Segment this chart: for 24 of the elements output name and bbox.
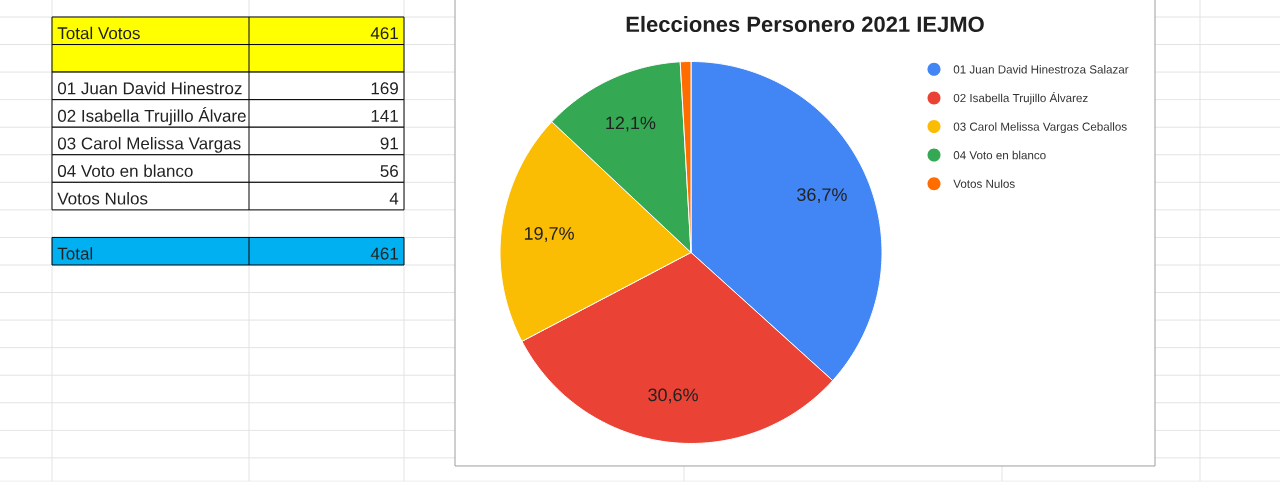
- chart-title: Elecciones Personero 2021 IEJMO: [626, 15, 984, 33]
- category-label: 02 Isabella Trujillo Álvare: [57, 106, 246, 126]
- legend-label: 01 Juan David Hinestroza Salazar: [953, 65, 1129, 74]
- data-label: 461: [370, 27, 398, 40]
- category-label: Total: [57, 247, 93, 260]
- data-label: 169: [371, 82, 398, 95]
- category-label: 01 Juan David Hinestroz: [57, 81, 242, 95]
- legend-label: 03 Carol Melissa Vargas Ceballos: [953, 122, 1127, 134]
- category-label: Total Votos: [57, 26, 140, 40]
- legend-label: 02 Isabella Trujillo Álvarez: [953, 91, 1088, 105]
- data-label: 461: [370, 247, 398, 260]
- legend-label: 04 Voto en blanco: [953, 150, 1046, 160]
- data-label: 141: [371, 110, 398, 122]
- data-label: 19,7%: [524, 227, 574, 242]
- category-label: Votos Nulos: [57, 192, 148, 205]
- legend-label: Votos Nulos: [953, 179, 1015, 188]
- data-label: 30,6%: [648, 388, 698, 404]
- data-label: 36,7%: [797, 188, 847, 204]
- data-label: 4: [389, 192, 399, 205]
- data-label: 12,1%: [606, 116, 656, 132]
- data-label: 56: [380, 164, 398, 177]
- category-label: 03 Carol Melissa Vargas: [57, 136, 241, 153]
- data-label: 91: [380, 137, 398, 150]
- category-label: 04 Voto en blanco: [57, 164, 193, 177]
